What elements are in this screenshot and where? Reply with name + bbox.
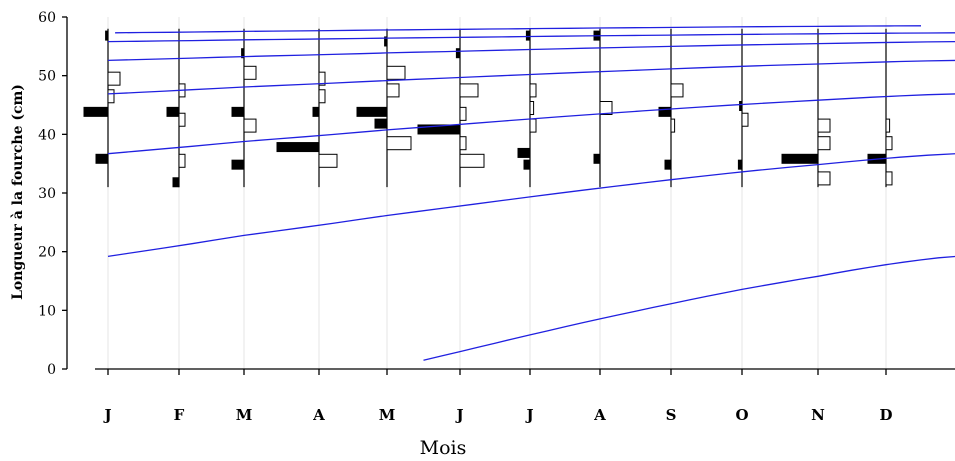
histogram-11 — [781, 28, 831, 188]
open-bar-4 — [670, 83, 684, 98]
filled-bar-2 — [95, 153, 109, 164]
y-tick-label-40: 40 — [38, 127, 56, 143]
growth-curve-5 — [107, 40, 955, 62]
filled-bar-2 — [781, 153, 819, 164]
open-bar-1 — [459, 153, 485, 168]
growth-curve-6 — [107, 32, 955, 43]
open-bar-3 — [243, 118, 257, 133]
open-bar-6 — [318, 71, 326, 86]
month-label-4: A — [312, 406, 325, 424]
growth-curve-7 — [115, 25, 922, 34]
filled-bar-1 — [593, 153, 601, 164]
open-bar-2 — [459, 136, 467, 151]
open-bar-5 — [243, 65, 257, 80]
filled-bar-2 — [517, 147, 531, 158]
open-bar-1 — [318, 153, 338, 168]
open-bar-1 — [885, 171, 893, 186]
y-tick-label-50: 50 — [38, 69, 56, 85]
histogram-6 — [417, 28, 485, 188]
month-label-6: J — [454, 406, 463, 424]
filled-bar-1 — [737, 159, 743, 170]
month-label-9: S — [666, 406, 677, 424]
filled-bar-1 — [523, 159, 531, 170]
growth-curves — [107, 25, 955, 361]
filled-bar-3 — [83, 106, 109, 117]
month-label-5: M — [379, 406, 396, 424]
filled-bar-6 — [384, 36, 388, 47]
open-bar-2 — [670, 118, 676, 133]
month-label-3: M — [236, 406, 253, 424]
open-bar-2 — [741, 112, 749, 127]
axes: 0 10 20 30 40 50 60 J F M A M J J A S O N D — [38, 10, 955, 424]
open-bar-4 — [529, 101, 535, 115]
open-bar-1 — [817, 171, 831, 186]
vertical-gridlines — [107, 17, 887, 369]
month-label-8: A — [593, 406, 606, 424]
filled-bar-2 — [276, 142, 320, 153]
filled-bar-1 — [231, 159, 245, 170]
open-bar-4 — [459, 106, 467, 121]
month-label-2: F — [174, 406, 185, 424]
open-bar-5 — [459, 83, 479, 98]
growth-curve-4 — [107, 59, 955, 95]
open-bar-3 — [885, 136, 893, 151]
histogram-1 — [83, 28, 121, 188]
open-bar-3 — [178, 112, 186, 127]
x-axis-title: Mois — [420, 437, 467, 459]
filled-bar-6 — [241, 48, 245, 59]
filled-bar-3 — [417, 124, 461, 135]
open-bar-5 — [318, 89, 326, 104]
open-bar-3 — [529, 118, 537, 133]
filled-bar-3 — [739, 101, 743, 111]
length-histograms — [83, 28, 893, 188]
open-bar-4 — [386, 83, 400, 98]
open-bar-5 — [107, 71, 121, 86]
y-axis-title: Longueur à la fourche (cm) — [10, 84, 26, 300]
histogram-9 — [658, 28, 684, 188]
y-tick-label-0: 0 — [47, 362, 56, 378]
month-label-1: J — [102, 406, 111, 424]
growth-curve-1 — [423, 255, 955, 361]
filled-bar-4 — [166, 106, 180, 117]
histogram-12 — [867, 28, 893, 188]
open-bar-1 — [386, 136, 412, 151]
filled-bar-1 — [664, 159, 672, 170]
month-label-10: O — [735, 406, 748, 424]
open-bar-4 — [107, 89, 115, 104]
y-tick-label-60: 60 — [38, 10, 56, 26]
filled-bar-4 — [312, 106, 320, 117]
growth-curve-2 — [107, 153, 955, 258]
histogram-7 — [517, 28, 537, 188]
filled-bar-6 — [525, 30, 531, 41]
histogram-4 — [276, 28, 338, 188]
y-tick-label-20: 20 — [38, 245, 56, 261]
filled-bar-1 — [172, 177, 180, 188]
open-bar-4 — [817, 118, 831, 133]
y-tick-label-10: 10 — [38, 303, 56, 319]
month-label-12: D — [879, 406, 892, 424]
filled-bar-3 — [356, 106, 388, 117]
open-bar-3 — [817, 136, 831, 151]
open-bar-2 — [178, 153, 186, 168]
histogram-2 — [166, 28, 186, 188]
y-tick-label-30: 30 — [38, 186, 56, 202]
histogram-8 — [593, 28, 613, 188]
open-bar-2 — [599, 101, 613, 115]
open-bar-4 — [885, 118, 891, 133]
filled-bar-3 — [658, 106, 672, 117]
open-bar-5 — [529, 83, 537, 98]
open-bar-5 — [386, 65, 406, 80]
histogram-3 — [231, 28, 257, 188]
month-label-11: N — [811, 406, 825, 424]
filled-bar-6 — [105, 30, 109, 41]
growth-curve-3 — [107, 93, 955, 155]
histogram-5 — [356, 28, 412, 188]
filled-bar-6 — [455, 48, 461, 59]
filled-bar-4 — [231, 106, 245, 117]
filled-bar-2 — [374, 118, 388, 129]
histogram-10 — [737, 28, 749, 188]
month-label-7: J — [524, 406, 533, 424]
